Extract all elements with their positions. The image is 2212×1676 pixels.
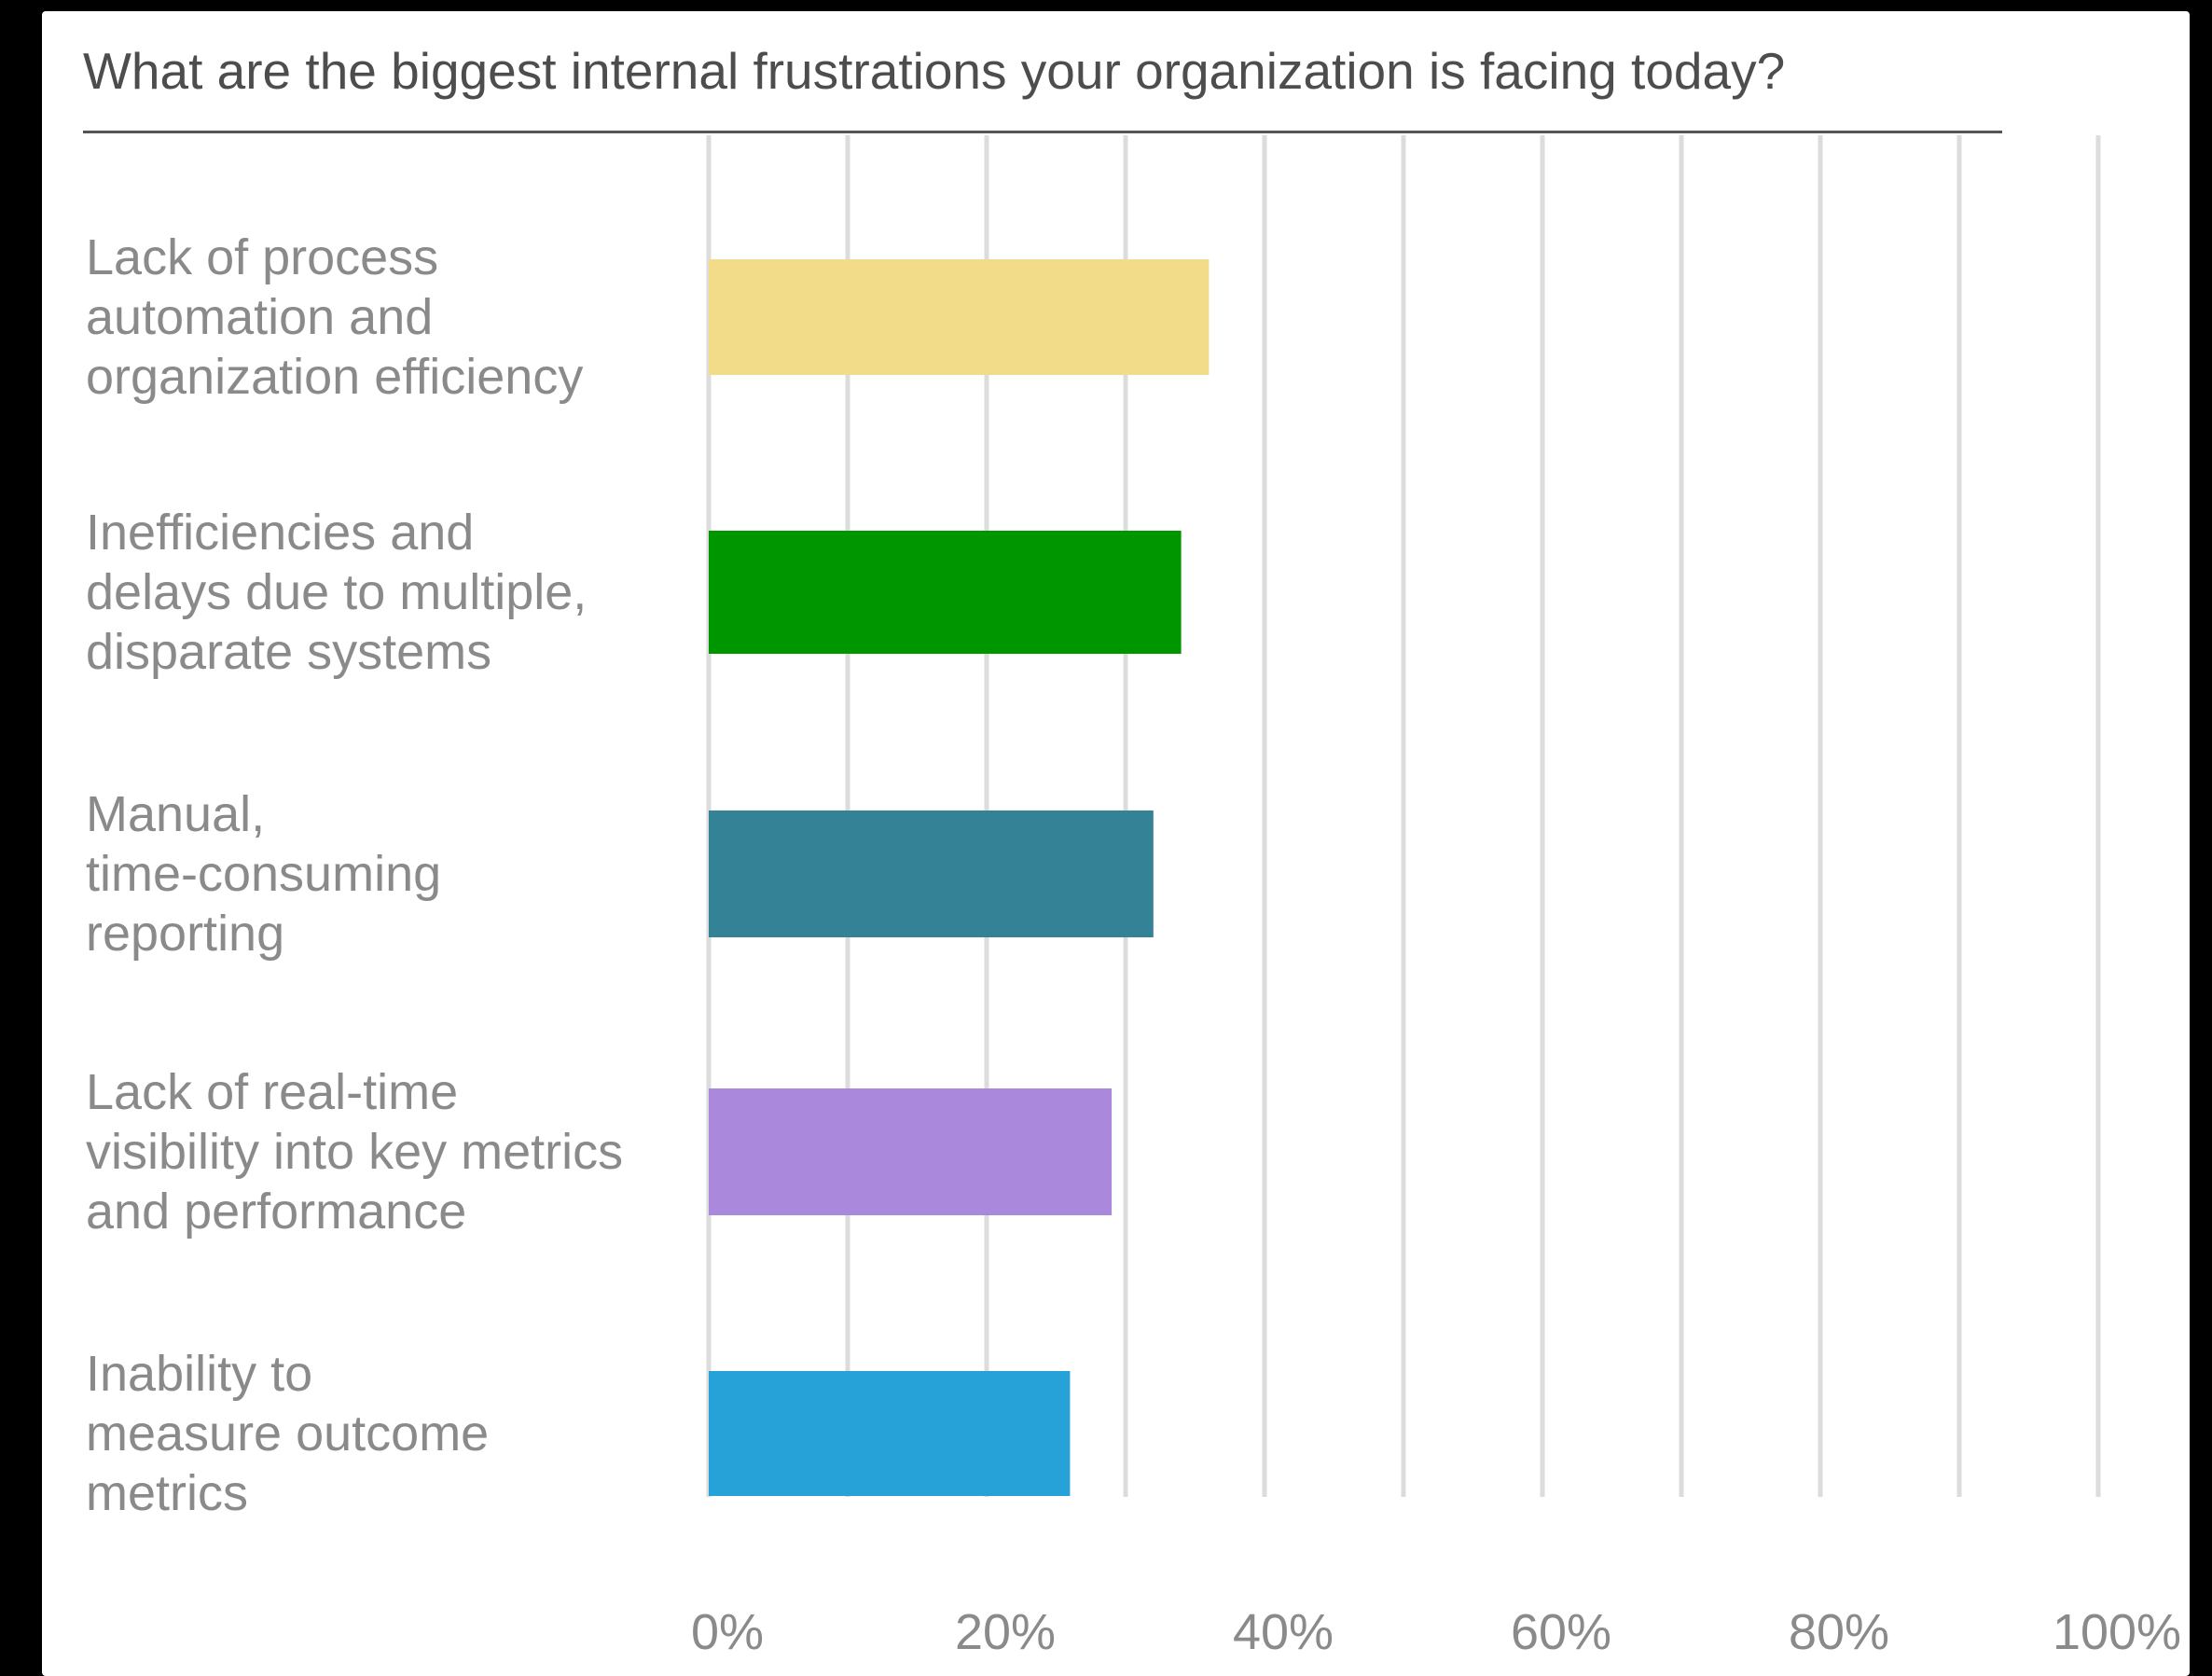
category-label-line: organization efficiency: [86, 349, 583, 405]
chart-title: What are the biggest internal frustratio…: [83, 42, 1786, 100]
x-axis-ticks: 0% 20% 40% 60% 80% 100%: [691, 1604, 2181, 1660]
category-label-line: Manual,: [86, 786, 265, 842]
category-label-4: Lack of real-time visibility into key met…: [86, 1064, 623, 1240]
category-label-line: Lack of process: [86, 229, 438, 285]
bar-4: [709, 1088, 1113, 1215]
category-label-line: metrics: [86, 1465, 248, 1521]
bars: [709, 259, 1210, 1496]
bar-1: [709, 259, 1210, 375]
category-label-line: disparate systems: [86, 624, 491, 680]
x-tick-label: 100%: [2053, 1604, 2181, 1660]
category-label-3: Manual, time-consuming reporting: [86, 786, 441, 962]
bar-2: [709, 531, 1182, 654]
category-label-line: automation and: [86, 289, 433, 345]
bar-3: [709, 810, 1154, 937]
category-label-line: delays due to multiple,: [86, 564, 587, 620]
category-label-line: and performance: [86, 1184, 466, 1240]
bar-5: [709, 1371, 1071, 1496]
x-tick-label: 60%: [1511, 1604, 1611, 1660]
title-divider: [83, 131, 2002, 133]
category-label-1: Lack of process automation and organizatio…: [86, 229, 583, 405]
category-label-2: Inefficiencies and delays due to multiple…: [86, 505, 587, 680]
category-label-line: Lack of real-time: [86, 1064, 458, 1120]
category-label-line: measure outcome: [86, 1406, 489, 1461]
category-label-line: Inability to: [86, 1346, 312, 1402]
x-tick-label: 80%: [1789, 1604, 1889, 1660]
category-label-line: time-consuming: [86, 846, 441, 902]
x-tick-label: 20%: [955, 1604, 1056, 1660]
x-tick-label: 40%: [1233, 1604, 1334, 1660]
x-tick-label: 0%: [691, 1604, 764, 1660]
category-label-line: reporting: [86, 906, 284, 962]
category-labels: Lack of process automation and organizatio…: [86, 229, 623, 1521]
category-label-5: Inability to measure outcome metrics: [86, 1346, 489, 1521]
category-label-line: Inefficiencies and: [86, 505, 474, 561]
category-label-line: visibility into key metrics: [86, 1124, 623, 1180]
